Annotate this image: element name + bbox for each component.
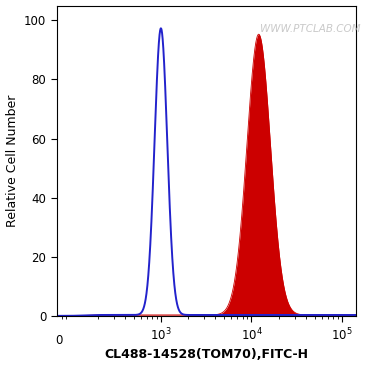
Text: WWW.PTCLAB.COM: WWW.PTCLAB.COM: [260, 24, 361, 34]
Y-axis label: Relative Cell Number: Relative Cell Number: [6, 95, 18, 227]
Text: 0: 0: [55, 334, 62, 346]
X-axis label: CL488-14528(TOM70),FITC-H: CL488-14528(TOM70),FITC-H: [104, 348, 308, 361]
